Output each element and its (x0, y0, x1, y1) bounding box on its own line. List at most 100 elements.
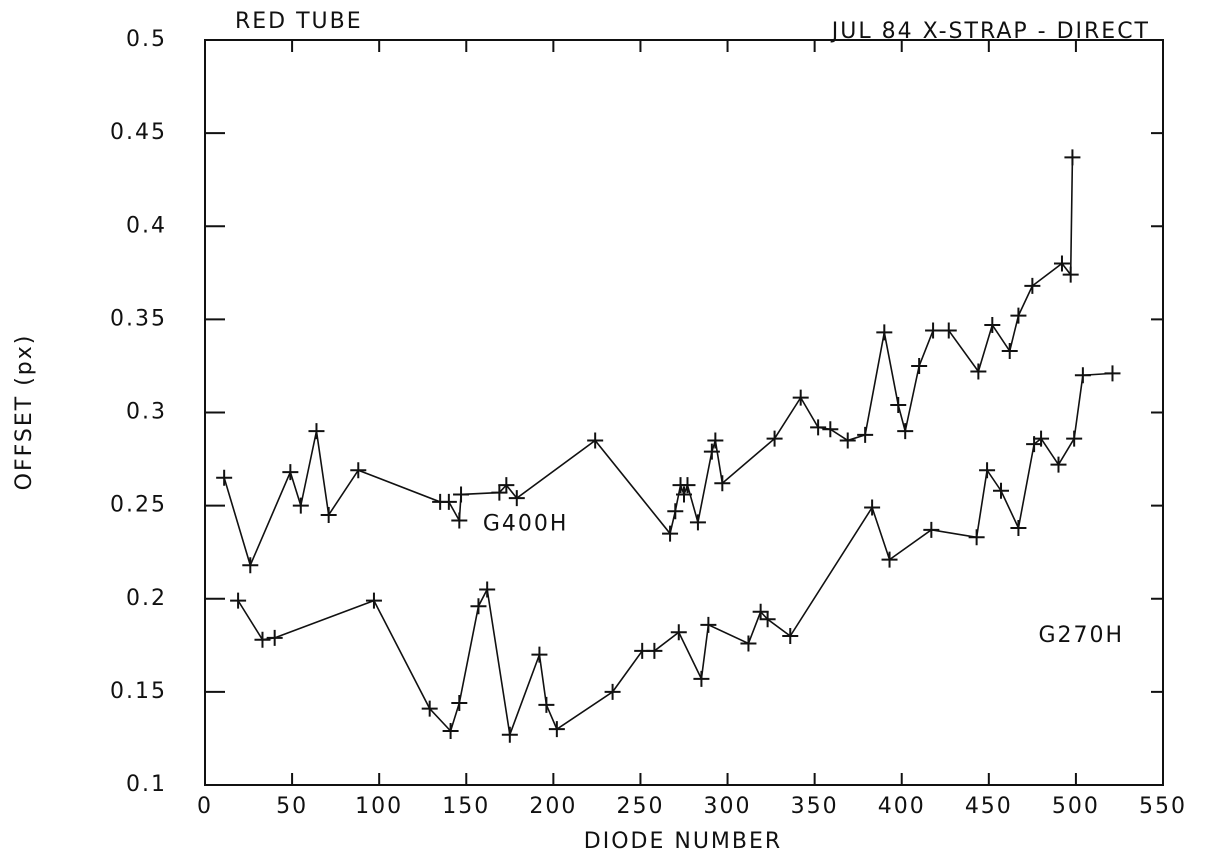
data-point (700, 616, 717, 633)
x-axis-label: DIODE NUMBER (584, 829, 782, 854)
data-point (662, 525, 679, 542)
data-point (1062, 266, 1079, 283)
data-point (308, 423, 325, 440)
data-point (822, 421, 839, 438)
data-point (230, 592, 247, 609)
data-point (968, 529, 985, 546)
series-label: G400H (483, 511, 569, 536)
data-point (453, 486, 470, 503)
data-point (740, 635, 757, 652)
data-point (421, 700, 438, 717)
data-point (890, 397, 907, 414)
data-point (857, 426, 874, 443)
x-tick-label: 0 (197, 794, 213, 819)
data-point (1066, 430, 1083, 447)
data-point (911, 357, 928, 374)
x-tick-label: 50 (276, 794, 308, 819)
data-point (940, 322, 957, 339)
data-point (679, 477, 696, 494)
data-point (1074, 367, 1091, 384)
data-point (984, 316, 1001, 333)
data-point (548, 721, 565, 738)
data-point (1053, 255, 1070, 272)
data-point (491, 484, 508, 501)
x-tick-label: 400 (878, 794, 926, 819)
data-point (1010, 307, 1027, 324)
data-point (1010, 519, 1027, 536)
data-point (752, 603, 769, 620)
y-tick-label: 0.1 (126, 772, 167, 797)
x-tick-label: 300 (704, 794, 752, 819)
data-point (531, 646, 548, 663)
y-tick-label: 0.2 (126, 586, 167, 611)
data-point (587, 432, 604, 449)
data-point (1050, 456, 1067, 473)
data-point (792, 389, 809, 406)
y-tick-label: 0.3 (126, 400, 167, 425)
y-tick-label: 0.5 (126, 27, 167, 52)
data-point (703, 443, 720, 460)
x-tick-label: 100 (355, 794, 403, 819)
y-tick-label: 0.15 (110, 679, 167, 704)
data-point (501, 726, 518, 743)
data-point (242, 557, 259, 574)
series-label: G270H (1038, 623, 1124, 648)
data-point (993, 482, 1010, 499)
data-point (508, 490, 525, 507)
data-point (897, 423, 914, 440)
data-point (676, 486, 692, 503)
data-point (1064, 149, 1081, 166)
data-point (604, 683, 621, 700)
data-point (759, 611, 776, 628)
data-point (282, 464, 299, 481)
data-point (979, 462, 996, 479)
data-point (782, 628, 799, 644)
data-point (881, 551, 898, 568)
y-tick-label: 0.45 (110, 120, 167, 145)
data-point (839, 432, 856, 449)
y-tick-label: 0.25 (110, 493, 167, 518)
data-point (1001, 343, 1018, 360)
x-tick-label: 450 (965, 794, 1013, 819)
data-point (1024, 277, 1041, 294)
data-point (689, 514, 706, 531)
y-tick-label: 0.35 (110, 306, 167, 331)
data-point (538, 696, 555, 713)
data-point (1104, 365, 1121, 382)
x-tick-label: 500 (1052, 794, 1100, 819)
data-point (693, 670, 710, 687)
data-point (350, 462, 367, 479)
series-line (223, 157, 1074, 568)
y-tick-label: 0.4 (126, 213, 167, 238)
x-tick-label: 550 (1139, 794, 1187, 819)
data-point (479, 581, 496, 598)
data-point (451, 695, 468, 712)
data-point (498, 477, 515, 494)
data-point (707, 432, 724, 449)
x-tick-label: 350 (791, 794, 839, 819)
data-point (216, 469, 233, 486)
data-point (365, 592, 382, 609)
data-point (876, 324, 893, 341)
data-point (470, 598, 487, 615)
data-point (714, 475, 731, 492)
data-point (810, 419, 827, 436)
data-point (254, 631, 271, 648)
data-point (451, 512, 468, 529)
chart-title: RED TUBE (235, 9, 363, 34)
data-point (766, 430, 783, 447)
x-tick-label: 200 (529, 794, 577, 819)
data-point (440, 493, 457, 510)
data-point (864, 499, 881, 516)
data-point (923, 521, 940, 538)
data-point (646, 642, 663, 659)
data-point (925, 322, 942, 339)
data-point (970, 363, 987, 380)
series-line (237, 372, 1113, 738)
data-point (667, 503, 684, 520)
data-point (1033, 430, 1050, 447)
data-point (442, 722, 459, 739)
plot-frame (204, 39, 1164, 786)
y-axis-label: OFFSET (px) (12, 334, 37, 491)
